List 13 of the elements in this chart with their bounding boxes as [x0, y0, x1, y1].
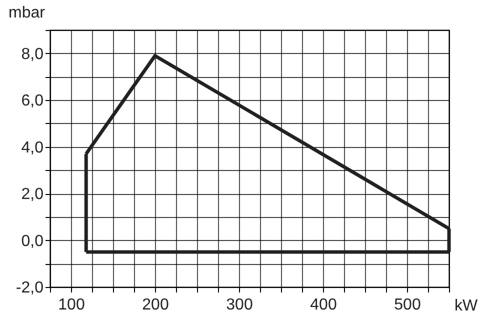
y-tick-label: 6,0	[21, 92, 44, 110]
x-axis-title: kW	[454, 298, 478, 314]
y-tick-label: 4,0	[21, 139, 44, 156]
y-tick-label: -2,0	[16, 280, 44, 296]
y-axis-title: mbar	[8, 4, 46, 22]
y-tick-label: 0,0	[21, 232, 44, 250]
y-tick-label: 8,0	[21, 46, 44, 63]
x-tick-label: 300	[226, 296, 253, 314]
x-tick-label: 200	[142, 296, 169, 314]
y-tick-label: 2,0	[21, 186, 44, 204]
x-tick-label: 500	[394, 296, 421, 314]
x-tick-label: 400	[310, 296, 337, 314]
x-tick-label: 100	[58, 296, 85, 314]
